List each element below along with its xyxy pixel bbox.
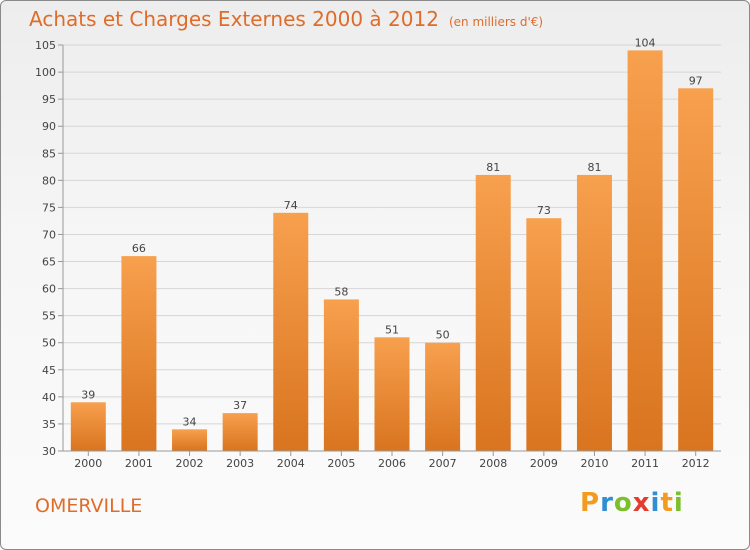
y-tick-label: 85 <box>42 147 56 160</box>
logo-letter: P <box>580 488 601 518</box>
chart-subtitle: (en milliers d'€) <box>448 15 544 29</box>
data-label: 51 <box>385 323 399 336</box>
y-tick-label: 65 <box>42 256 56 269</box>
data-label: 74 <box>284 199 298 212</box>
bar <box>627 50 663 452</box>
bar <box>475 174 511 452</box>
data-label: 81 <box>486 161 500 174</box>
logo-letter: i <box>673 488 684 518</box>
chart-title: Achats et Charges Externes 2000 à 2012 (e… <box>29 7 543 31</box>
y-tick-label: 35 <box>42 418 56 431</box>
data-label: 97 <box>689 74 703 87</box>
data-label: 66 <box>132 242 146 255</box>
x-tick-label: 2010 <box>580 457 608 470</box>
y-tick-label: 100 <box>35 66 56 79</box>
bars: 39 66 34 37 74 58 51 50 81 73 81 104 97 <box>70 36 714 452</box>
y-tick-label: 30 <box>42 445 56 458</box>
axes: 30 35 40 45 50 55 60 65 70 75 80 85 90 95 100 105 2000 20… <box>35 39 721 470</box>
y-tick-label: 45 <box>42 364 56 377</box>
data-label: 73 <box>537 204 551 217</box>
commune-name: OMERVILLE <box>35 495 143 517</box>
x-tick-label: 2008 <box>479 457 507 470</box>
x-tick-label: 2012 <box>682 457 710 470</box>
logo-letter: r <box>600 488 614 518</box>
bar <box>172 429 208 451</box>
x-tick-label: 2007 <box>429 457 457 470</box>
x-tick-label: 2004 <box>277 457 305 470</box>
logo-letter: i <box>650 488 661 518</box>
x-tick-label: 2011 <box>631 457 659 470</box>
data-label: 81 <box>587 161 601 174</box>
bar <box>576 174 612 452</box>
bar <box>323 299 359 451</box>
bar <box>222 413 258 451</box>
y-tick-label: 60 <box>42 283 56 296</box>
y-tick-label: 75 <box>42 201 56 214</box>
y-tick-label: 70 <box>42 228 56 241</box>
x-tick-label: 2003 <box>226 457 254 470</box>
data-label: 34 <box>183 415 197 428</box>
title-text: Achats et Charges Externes 2000 à 2012 <box>29 7 439 31</box>
data-label: 50 <box>436 329 450 342</box>
x-tick-label: 2001 <box>125 457 153 470</box>
data-label: 37 <box>233 399 247 412</box>
x-tick-label: 2006 <box>378 457 406 470</box>
data-label: 58 <box>334 285 348 298</box>
x-tick-label: 2005 <box>327 457 355 470</box>
y-tick-label: 90 <box>42 120 56 133</box>
data-label: 39 <box>81 388 95 401</box>
proxiti-logo: Proxiti <box>580 488 684 518</box>
y-tick-label: 55 <box>42 310 56 323</box>
logo-letter: o <box>613 488 633 518</box>
logo-letter: x <box>632 488 651 518</box>
y-tick-label: 50 <box>42 337 56 350</box>
y-tick-label: 40 <box>42 391 56 404</box>
x-tick-label: 2009 <box>530 457 558 470</box>
x-tick-label: 2002 <box>176 457 204 470</box>
bar <box>273 212 309 451</box>
x-tick-label: 2000 <box>74 457 102 470</box>
bar <box>425 342 461 451</box>
y-tick-label: 80 <box>42 174 56 187</box>
bar <box>70 402 106 451</box>
bar <box>526 218 562 451</box>
y-tick-label: 105 <box>35 39 56 52</box>
y-tick-label: 95 <box>42 93 56 106</box>
bar <box>121 256 157 451</box>
logo-letter: t <box>660 488 674 518</box>
bar <box>374 337 410 451</box>
data-label: 104 <box>635 36 656 49</box>
bar <box>678 88 714 451</box>
